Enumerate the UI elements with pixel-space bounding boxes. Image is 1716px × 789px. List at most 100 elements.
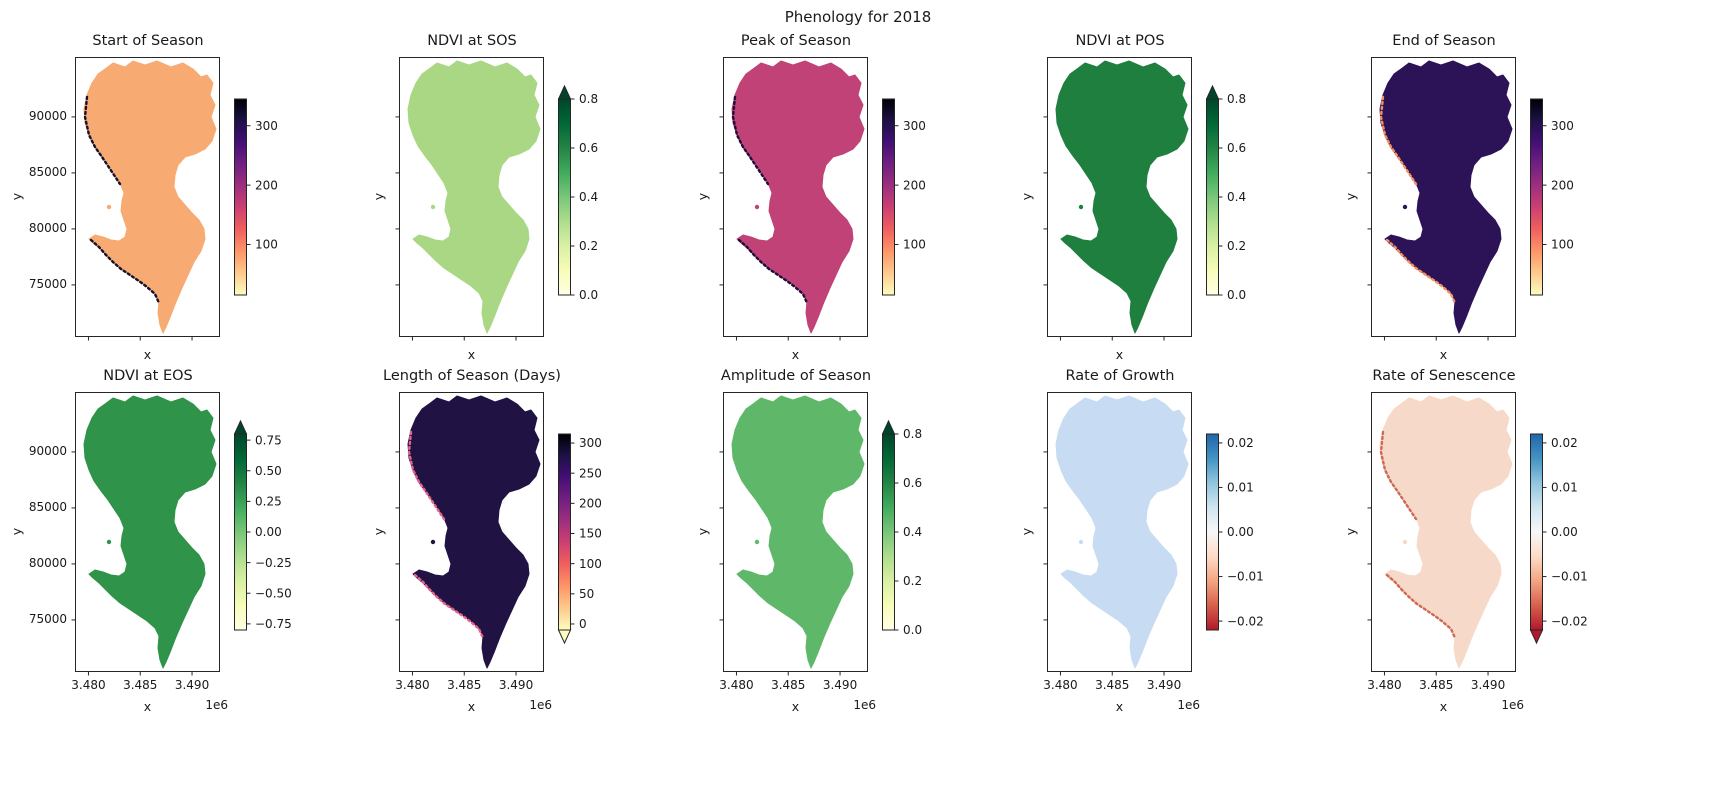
island: [754, 539, 760, 545]
y-axis-label: y: [1343, 192, 1359, 201]
colorbar-tick-label: 0.0: [579, 288, 598, 302]
colorbar-extend-max-arrow: [881, 419, 896, 435]
colorbar-tick-label: 300: [1551, 119, 1574, 133]
colorbar-gradient: [1530, 98, 1543, 296]
land-region: [83, 60, 217, 334]
colorbar-tick-label: 0: [579, 617, 587, 631]
land-region: [1055, 395, 1189, 669]
x-tick-label: 3.485: [123, 678, 158, 692]
colorbar: 0.8 0.6 0.4 0.2 0.0: [557, 84, 598, 302]
colorbar: 300 200 100: [1530, 98, 1574, 296]
colorbar-gradient: [1206, 98, 1219, 296]
x-tick-label: 3.480: [1043, 678, 1078, 692]
subplot-title: NDVI at EOS: [103, 368, 193, 384]
colorbar-gradient: [234, 433, 247, 631]
coastline-accent: [83, 95, 161, 305]
subplot-title: Peak of Season: [740, 33, 852, 49]
y-tick-label: 85000: [28, 164, 67, 179]
region-map: [1367, 392, 1516, 676]
y-axis-label: y: [1343, 527, 1359, 536]
colorbar: 300 200 100: [882, 98, 926, 296]
land-region: [407, 60, 541, 334]
region-map: [395, 57, 544, 341]
x-axis-label: x: [1439, 347, 1448, 362]
y-tick-label: 90000: [28, 443, 67, 458]
island: [1078, 204, 1084, 210]
colorbar: 300 200 100: [234, 98, 278, 296]
colorbar: 300 250 200 150 100 50 0: [557, 433, 602, 645]
subplot-title: Length of Season (Days): [383, 368, 561, 384]
colorbar-tick-label: −0.01: [1227, 570, 1264, 584]
subplot-title: Amplitude of Season: [720, 368, 872, 384]
island: [430, 204, 436, 210]
plot-frame: [399, 392, 544, 672]
colorbar-tick-label: 200: [255, 178, 278, 192]
y-tick-label: 85000: [28, 499, 67, 514]
y-tick-label: 75000: [28, 276, 67, 291]
figure-title: Phenology for 2018: [784, 8, 932, 26]
colorbar-tick-label: 0.0: [1227, 288, 1246, 302]
region-map: [1367, 57, 1516, 341]
x-tick-label: 3.485: [1095, 678, 1130, 692]
y-tick-label: 75000: [28, 611, 67, 626]
colorbar-tick-label: 100: [255, 238, 278, 252]
colorbar: 0.75 0.50 0.25 0.00 −0.25 −0.50 −0.75: [233, 419, 292, 631]
subplot-title: Rate of Growth: [1065, 368, 1175, 384]
colorbar-tick-label: 0.2: [579, 239, 598, 253]
land-region: [407, 395, 541, 669]
colorbar-tick-label: 0.00: [1551, 525, 1578, 539]
x-axis-label: x: [1115, 347, 1124, 362]
colorbar-tick-label: 300: [579, 436, 602, 450]
colorbar-tick-label: 100: [903, 238, 926, 252]
plot-frame: [1371, 57, 1516, 337]
colorbar-tick-label: 0.8: [579, 92, 598, 106]
island: [430, 539, 436, 545]
colorbar: 0.8 0.6 0.4 0.2 0.0: [1205, 84, 1246, 302]
y-axis-label: y: [9, 192, 25, 201]
colorbar-gradient: [882, 98, 895, 296]
y-tick-label: 90000: [28, 108, 67, 123]
x-axis-label: x: [143, 347, 152, 362]
colorbar-tick-label: 250: [579, 466, 602, 480]
x-axis-offset-label: 1e6: [529, 698, 552, 712]
x-axis-label: x: [467, 347, 476, 362]
region-map: [71, 57, 220, 341]
colorbar-tick-label: 0.00: [255, 525, 282, 539]
y-axis-label: y: [371, 192, 387, 201]
y-axis-label: y: [371, 527, 387, 536]
x-tick-label: 3.490: [822, 678, 858, 692]
coastline-accent: [407, 430, 485, 640]
land-region: [1055, 60, 1189, 334]
region-map: [719, 392, 868, 676]
subplot-title: NDVI at POS: [1075, 33, 1165, 49]
plot-frame: [1047, 392, 1192, 672]
land-region: [731, 60, 865, 334]
x-tick-label: 3.480: [1367, 678, 1402, 692]
region-map: [71, 392, 220, 676]
y-axis-label: y: [695, 527, 711, 536]
colorbar-tick-label: 0.01: [1551, 481, 1578, 495]
colorbar-tick-label: −0.25: [255, 556, 292, 570]
colorbar-extend-min-arrow: [557, 629, 572, 645]
subplot-title: End of Season: [1392, 33, 1496, 49]
island: [106, 204, 112, 210]
subplot-title: NDVI at SOS: [427, 33, 517, 49]
coastline-accent: [1379, 95, 1457, 305]
colorbar-tick-label: 100: [1551, 238, 1574, 252]
x-tick-label: 3.490: [498, 678, 534, 692]
land-region: [1379, 60, 1513, 334]
region-map: [1043, 57, 1192, 341]
colorbar-tick-label: 300: [255, 119, 278, 133]
island: [754, 204, 760, 210]
island: [106, 539, 112, 545]
plot-frame: [75, 57, 220, 337]
subplot-title: Start of Season: [92, 33, 204, 49]
colorbar-tick-label: 50: [579, 587, 594, 601]
x-tick-label: 3.485: [771, 678, 806, 692]
colorbar-tick-label: −0.02: [1227, 614, 1264, 628]
colorbar-gradient: [558, 98, 571, 296]
colorbar-tick-label: 0.0: [903, 623, 922, 637]
coastline-accent: [1379, 430, 1457, 640]
x-tick-label: 3.490: [1146, 678, 1182, 692]
y-axis-label: y: [1019, 192, 1035, 201]
